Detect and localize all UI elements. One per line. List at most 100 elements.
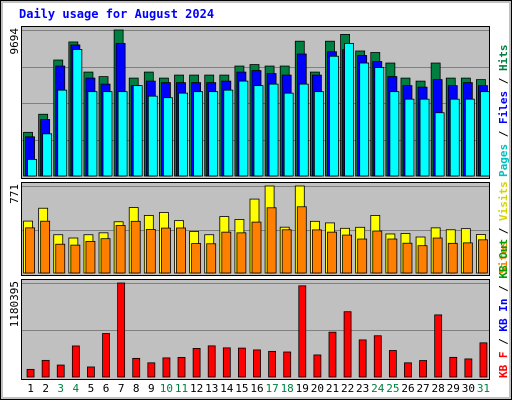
- bar-pages-day-27: [419, 98, 430, 177]
- bar-pages-day-17: [268, 83, 279, 177]
- bar-sites-day-30: [462, 242, 473, 274]
- bar-pages-day-31: [480, 91, 490, 177]
- bar-sites-day-28: [432, 237, 443, 274]
- bar-kb-f-day-6: [102, 333, 110, 378]
- bar-kb-f-day-27: [419, 360, 427, 378]
- bar-pages-day-13: [208, 91, 219, 177]
- y-max-label: 1180395: [8, 281, 21, 327]
- bar-sites-day-2: [40, 220, 51, 274]
- bar-pages-day-25: [389, 91, 400, 177]
- bar-kb-f-day-14: [222, 347, 231, 378]
- bar-kb-f-day-11: [177, 357, 186, 378]
- panel-3: 1180395 KB F / KB In / KB Out: [8, 239, 510, 380]
- bar-pages-day-19: [298, 83, 309, 177]
- x-tick-label-7: 7: [118, 382, 125, 395]
- chart-title: Daily usage for August 2024: [19, 7, 214, 21]
- bar-pages-day-28: [434, 112, 445, 177]
- bar-sites-day-5: [85, 241, 96, 274]
- bar-kb-f-day-17: [268, 350, 276, 378]
- bar-pages-day-20: [313, 91, 324, 177]
- bar-pages-day-11: [178, 92, 188, 177]
- x-tick-label-24: 24: [371, 382, 385, 395]
- legend-item: Hits: [497, 45, 510, 72]
- bar-kb-f-day-8: [132, 357, 141, 378]
- bar-sites-day-8: [130, 220, 141, 274]
- bar-sites-day-3: [55, 243, 66, 274]
- bar-kb-f-day-10: [162, 357, 171, 378]
- bar-sites-day-21: [327, 231, 337, 274]
- bar-kb-f-day-16: [253, 349, 261, 378]
- panel-1: 9694 Pages / Files / Hits: [8, 26, 510, 179]
- bar-sites-day-18: [281, 229, 292, 274]
- bar-sites-day-12: [191, 243, 202, 274]
- bar-pages-day-23: [359, 62, 370, 177]
- bar-pages-day-14: [223, 89, 234, 177]
- legend-separator: /: [497, 279, 510, 299]
- x-tick-label-28: 28: [432, 382, 445, 395]
- legend: Sites / Visits: [497, 181, 510, 274]
- bar-kb-f-day-22: [343, 311, 352, 378]
- bar-pages-day-9: [147, 95, 158, 177]
- bar-pages-day-22: [344, 43, 354, 177]
- bar-kb-f-day-2: [41, 359, 50, 378]
- bar-sites-day-20: [311, 229, 322, 274]
- bar-sites-day-1: [25, 227, 35, 274]
- bar-sites-day-13: [206, 243, 217, 274]
- x-tick-label-18: 18: [281, 382, 294, 395]
- x-tick-label-12: 12: [190, 382, 203, 395]
- bar-sites-day-9: [145, 229, 156, 274]
- x-axis-labels: 1 2 3 4 5 6 7 8 9 10 11 12 13 14 15 16 17 18 19 20 21 22 23 24 2…: [27, 382, 490, 395]
- x-tick-label-6: 6: [103, 382, 110, 395]
- bar-pages-day-8: [132, 85, 143, 177]
- x-tick-label-27: 27: [416, 382, 429, 395]
- bar-pages-day-30: [464, 98, 475, 177]
- legend-item: KB Out: [497, 239, 510, 279]
- x-tick-label-22: 22: [341, 382, 354, 395]
- legend-separator: /: [497, 124, 510, 144]
- x-tick-label-16: 16: [250, 382, 263, 395]
- legend: KB F / KB In / KB Out: [497, 239, 510, 378]
- x-tick-label-17: 17: [265, 382, 278, 395]
- x-tick-label-15: 15: [235, 382, 248, 395]
- x-tick-label-9: 9: [148, 382, 155, 395]
- x-tick-label-30: 30: [462, 382, 475, 395]
- x-tick-label-4: 4: [73, 382, 80, 395]
- bar-pages-day-3: [57, 89, 68, 177]
- bar-pages-day-2: [42, 133, 53, 177]
- bar-pages-day-12: [193, 91, 204, 177]
- bar-pages-day-21: [329, 55, 339, 177]
- x-tick-label-31: 31: [477, 382, 490, 395]
- legend-item: KB F: [497, 352, 510, 379]
- x-tick-label-2: 2: [42, 382, 49, 395]
- bars: [23, 185, 488, 274]
- bar-sites-day-11: [176, 227, 186, 274]
- bar-kb-f-day-7: [117, 282, 126, 378]
- x-tick-label-19: 19: [296, 382, 309, 395]
- bar-kb-f-day-18: [283, 351, 292, 378]
- bar-pages-day-24: [374, 67, 385, 177]
- bar-kb-f-day-30: [464, 358, 473, 378]
- bar-sites-day-25: [387, 238, 398, 274]
- legend-text: KB F / KB In / KB Out: [497, 239, 510, 378]
- bar-sites-day-29: [447, 242, 458, 274]
- bar-kb-f-day-12: [192, 348, 201, 378]
- x-tick-label-8: 8: [133, 382, 140, 395]
- legend-text: Pages / Files / Hits: [497, 45, 510, 178]
- legend-item: Pages: [497, 144, 510, 177]
- bars: [23, 29, 490, 177]
- bar-sites-day-24: [372, 230, 383, 274]
- panel-2: 771 Sites / Visits: [8, 181, 510, 276]
- bar-kb-f-day-13: [207, 345, 216, 378]
- bar-pages-day-5: [87, 91, 98, 177]
- bar-kb-f-day-23: [358, 339, 367, 378]
- bar-sites-day-19: [296, 206, 307, 274]
- bar-kb-f-day-19: [298, 285, 307, 378]
- bar-sites-day-10: [161, 227, 171, 274]
- legend-text: Sites / Visits: [497, 181, 510, 274]
- legend-item: Visits: [497, 181, 510, 221]
- bar-kb-f-day-28: [434, 314, 443, 378]
- x-tick-label-21: 21: [326, 382, 339, 395]
- legend-separator: /: [497, 71, 510, 91]
